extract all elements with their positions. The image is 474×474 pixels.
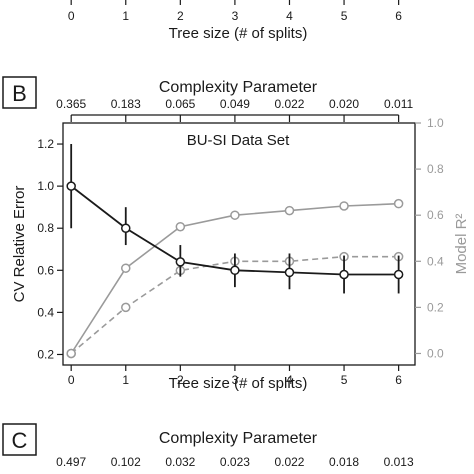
data-point: [121, 223, 131, 233]
previous-panel-x-tick-label: 6: [395, 9, 402, 23]
top-axis-tick-label: 0.022: [274, 97, 304, 111]
top-axis-tick-label: 0.020: [329, 97, 359, 111]
plot-frame: [62, 122, 416, 366]
chart-title: BU-SI Data Set: [187, 132, 290, 149]
top-axis-tick-label: 0.049: [220, 97, 250, 111]
x-tick-label: 6: [395, 373, 402, 387]
y-tick-label: 1.2: [37, 137, 54, 151]
panel-b-letter: B: [12, 81, 27, 106]
panel-c-letter: C: [12, 428, 28, 453]
y2-tick-label: 0.8: [427, 162, 444, 176]
panel-c-top-axis-tick-label: 0.102: [111, 455, 141, 469]
y-tick-label: 1.0: [37, 179, 54, 193]
left-y-axis: 0.2 0.4 0.6 0.8 1.0 1.2: [37, 137, 63, 361]
previous-panel-x-tick-label: 4: [286, 9, 293, 23]
y-tick-label: 0.8: [37, 221, 54, 235]
panel-c-top-axis-tick-label: 0.497: [56, 455, 86, 469]
x-tick-label: 1: [122, 373, 129, 387]
data-point: [284, 205, 295, 216]
y2-tick-label: 0.0: [427, 346, 444, 360]
data-point: [66, 181, 76, 191]
panel-c-top-axis-tick-label: 0.018: [329, 455, 359, 469]
data-point: [339, 201, 349, 211]
data-point: [393, 269, 404, 280]
y2-tick-label: 1.0: [427, 116, 444, 130]
data-point: [284, 267, 295, 278]
panel-c-top-axis: 0.497 0.102 0.032 0.023 0.022 0.018 0.013: [56, 455, 414, 469]
y-tick-label: 0.4: [37, 305, 54, 319]
previous-panel-x-tick-label: 2: [177, 9, 184, 23]
previous-panel-x-tick-label: 3: [232, 9, 239, 23]
y-axis-label: CV Relative Error: [11, 186, 28, 303]
panel-c-top-axis-title: Complexity Parameter: [159, 430, 318, 447]
data-point: [230, 210, 240, 220]
data-point: [175, 221, 186, 232]
data-point: [121, 263, 131, 273]
bottom-x-axis: 0 1 2 3 4 5 6: [68, 365, 402, 387]
chart-marks: [66, 144, 404, 359]
previous-panel-x-label: Tree size (# of splits): [169, 25, 308, 42]
y-tick-label: 0.2: [37, 347, 54, 361]
previous-panel-x-axis: 0 1 2 3 4 5 6: [68, 0, 402, 23]
y-tick-label: 0.6: [37, 263, 54, 277]
top-axis-tick-label: 0.365: [56, 97, 86, 111]
data-point: [230, 265, 240, 276]
x-axis-label: Tree size (# of splits): [169, 375, 308, 392]
y2-tick-label: 0.4: [427, 254, 444, 268]
y2-axis-label: Model R²: [453, 214, 470, 275]
previous-panel-x-tick-label: 0: [68, 9, 75, 23]
top-axis-tick-label: 0.011: [384, 97, 413, 111]
panel-c-top-axis-tick-label: 0.022: [274, 455, 304, 469]
data-point: [175, 257, 186, 267]
data-point: [339, 269, 349, 280]
y2-tick-label: 0.2: [427, 300, 444, 314]
panel-b-top-axis: 0.365 0.183 0.065 0.049 0.022 0.020 0.011: [56, 97, 414, 122]
data-point: [393, 198, 404, 209]
top-axis-tick-label: 0.183: [111, 97, 141, 111]
x-tick-label: 5: [341, 373, 348, 387]
panel-c-letter-box: [2, 423, 37, 456]
x-tick-label: 0: [68, 373, 75, 387]
panel-b-letter-box: [2, 76, 37, 109]
y2-tick-label: 0.6: [427, 208, 444, 222]
panel-c-top-axis-tick-label: 0.013: [384, 455, 414, 469]
data-point: [121, 302, 131, 313]
panel-c-top-axis-tick-label: 0.023: [220, 455, 250, 469]
panel-c-top-axis-tick-label: 0.032: [165, 455, 195, 469]
previous-panel-x-tick-label: 1: [122, 9, 129, 23]
x-tick-label: 2: [177, 373, 184, 387]
right-y-axis: 0.0 0.2 0.4 0.6 0.8 1.0: [415, 116, 444, 360]
x-tick-label: 4: [286, 373, 293, 387]
x-tick-label: 3: [232, 373, 239, 387]
data-point: [66, 348, 76, 359]
top-axis-tick-label: 0.065: [165, 97, 195, 111]
previous-panel-x-tick-label: 5: [341, 9, 348, 23]
panel-b-top-axis-title: Complexity Parameter: [159, 79, 318, 96]
